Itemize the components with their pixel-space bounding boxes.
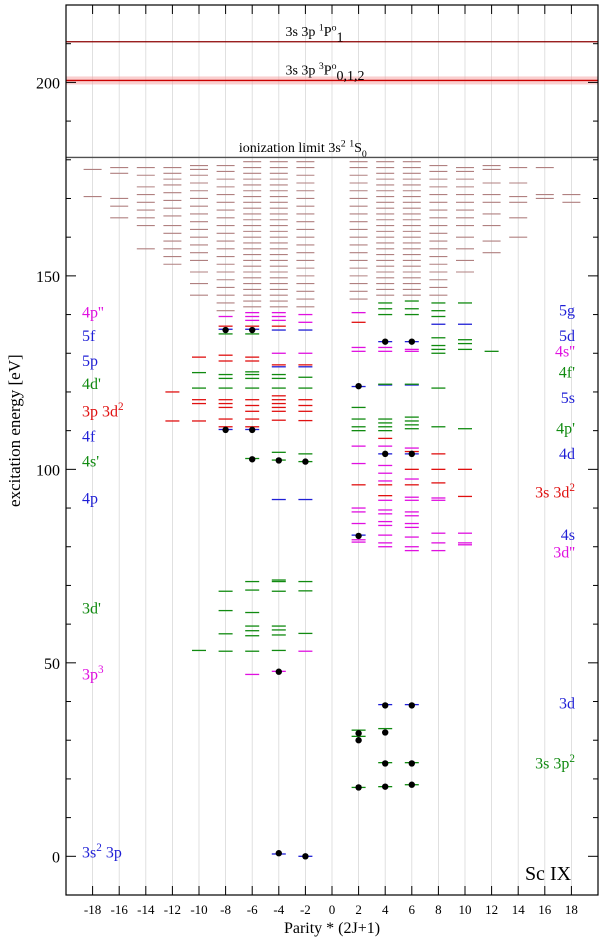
series-label: 3s 3d2: [535, 482, 575, 501]
x-tick-label: -12: [164, 902, 181, 917]
series-label: 4d: [559, 446, 575, 463]
x-tick-label: -16: [111, 902, 129, 917]
data-point: [382, 702, 389, 709]
y-tick-label: 100: [36, 462, 60, 479]
series-label: 5p: [82, 353, 98, 370]
x-tick-label: 6: [409, 902, 416, 917]
x-tick-label: -2: [300, 902, 311, 917]
data-point: [222, 326, 229, 334]
series-label: 3p3: [82, 664, 104, 683]
vertical-gridlines: [65, 5, 599, 895]
series-label: 5g: [559, 303, 575, 320]
data-point: [275, 668, 282, 675]
series-label: 3p 3d2: [82, 401, 124, 420]
series-label: 4s'': [555, 343, 575, 360]
data-point: [408, 338, 415, 345]
series-label: 4p'': [82, 305, 104, 322]
x-tick-label: -8: [220, 902, 231, 917]
data-point: [382, 783, 389, 790]
data-point: [249, 426, 256, 434]
brown-levels: [83, 161, 581, 312]
series-label: 3d'': [553, 545, 575, 562]
data-point: [408, 781, 415, 788]
series-label: 4s': [82, 454, 99, 471]
axis-ticks: -18 -16 -14 -12 -10 -8 -6 -4 -2 0 2 4 6 8 10 12 14 16 18 0 5…: [36, 4, 598, 917]
data-point: [355, 730, 362, 737]
series-label: 5s: [561, 390, 575, 407]
series-label: 3s 3p 3Po0,1,2: [285, 61, 364, 84]
series-label: 4p': [556, 421, 575, 438]
series-label: 4f': [559, 365, 575, 382]
data-point: [355, 737, 362, 744]
x-tick-label: 16: [538, 902, 552, 917]
y-tick-label: 200: [36, 75, 60, 92]
data-point: [302, 458, 309, 465]
series-label: ionization limit 3s2 1S0: [239, 138, 367, 160]
series-label: 3d: [559, 695, 575, 712]
series-label: 3s 3p2: [535, 753, 575, 772]
x-tick-label: 2: [355, 902, 362, 917]
data-point: [275, 457, 282, 464]
series-label: 5d: [559, 328, 575, 345]
series-label: 3s 3p 1Po1: [285, 22, 343, 45]
data-point: [355, 382, 362, 390]
x-tick-label: 4: [382, 902, 389, 917]
series-label: 5f: [82, 328, 96, 345]
data-point: [382, 760, 389, 767]
x-tick-label: 14: [512, 902, 526, 917]
data-point: [249, 456, 256, 463]
series-labels: 4p'' 5f 5p 4d' 3p 3d2 4f 4s' 4p 3d' 3p3 3s2 3p 5g 5d…: [82, 22, 575, 861]
data-point: [275, 850, 282, 857]
x-tick-label: 18: [565, 902, 578, 917]
data-point: [355, 532, 362, 540]
x-tick-label: 0: [329, 902, 336, 917]
data-point: [382, 729, 389, 736]
x-tick-label: -18: [84, 902, 101, 917]
series-label: 4p: [82, 490, 98, 507]
reference-lines: [66, 41, 598, 159]
data-point: [355, 784, 362, 791]
data-point: [302, 853, 309, 860]
series-label: 3d': [82, 601, 101, 618]
x-tick-label: 10: [459, 902, 472, 917]
y-tick-label: 150: [36, 269, 60, 286]
data-point: [408, 450, 415, 458]
y-axis-label: excitation energy [eV]: [5, 354, 24, 507]
y-tick-label: 50: [44, 656, 60, 673]
chart-title: Sc IX: [525, 863, 572, 885]
x-tick-label: 12: [485, 902, 498, 917]
series-label: 4f: [82, 428, 96, 445]
data-point: [382, 338, 389, 345]
observed-dots: [222, 326, 415, 860]
data-point: [249, 326, 256, 334]
x-tick-label: -10: [190, 902, 207, 917]
data-point: [222, 426, 229, 434]
x-tick-label: 8: [435, 902, 442, 917]
data-point: [408, 702, 415, 709]
data-point: [408, 760, 415, 767]
series-label: 4s: [561, 527, 575, 544]
series-label: 4d': [82, 376, 101, 393]
y-tick-label: 0: [52, 849, 60, 866]
series-label: 3s2 3p: [82, 842, 122, 861]
data-point: [382, 450, 389, 458]
x-tick-label: -6: [247, 902, 258, 917]
x-axis-label: Parity * (2J+1): [284, 920, 380, 937]
x-tick-label: -14: [137, 902, 155, 917]
x-tick-label: -4: [273, 902, 284, 917]
